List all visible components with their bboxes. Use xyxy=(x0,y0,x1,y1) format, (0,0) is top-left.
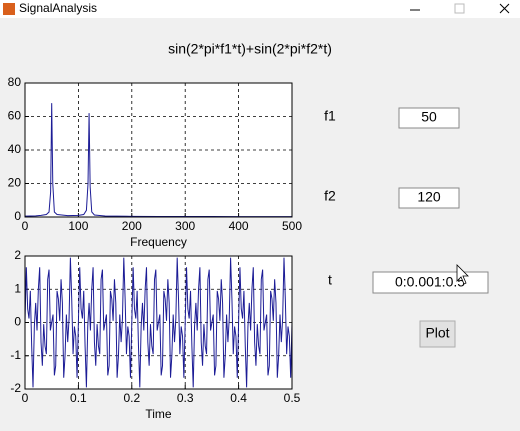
y-tick-label: 1 xyxy=(14,281,21,295)
plot-button-label: Plot xyxy=(425,325,449,341)
title-bar xyxy=(0,0,520,18)
y-tick-label: 60 xyxy=(8,109,22,123)
x-axis-label: Frequency xyxy=(130,235,187,249)
x-tick-label: 0 xyxy=(22,219,29,233)
y-tick-label: 20 xyxy=(8,176,22,190)
y-tick-label: -1 xyxy=(10,348,21,362)
window-title: SignalAnalysis xyxy=(19,1,97,15)
x-tick-label: 0.2 xyxy=(123,391,140,405)
axes-frame xyxy=(24,82,293,218)
f2-input[interactable] xyxy=(398,187,460,209)
x-tick-label: 400 xyxy=(229,219,249,233)
y-tick-label: 2 xyxy=(14,248,21,262)
f2-value: 120 xyxy=(417,189,441,205)
axes-frame xyxy=(24,255,293,390)
y-tick-label: 80 xyxy=(8,75,22,89)
y-tick-label: 40 xyxy=(8,142,22,156)
x-tick-label: 0.1 xyxy=(70,391,87,405)
close-button[interactable] xyxy=(499,3,510,14)
t-label: t xyxy=(328,272,332,288)
t-value: 0:0.001:0.5 xyxy=(395,274,465,290)
f1-value: 50 xyxy=(421,109,437,125)
x-axis-label: Time xyxy=(145,407,172,421)
app-icon xyxy=(3,3,15,15)
plot-button[interactable] xyxy=(419,320,456,348)
x-tick-label: 200 xyxy=(122,219,142,233)
f2-label: f2 xyxy=(324,188,336,204)
y-tick-label: -2 xyxy=(10,381,21,395)
signal-line xyxy=(24,257,293,388)
f1-label: f1 xyxy=(324,108,336,124)
x-tick-label: 100 xyxy=(68,219,88,233)
y-tick-label: 0 xyxy=(14,315,21,329)
x-tick-label: 0 xyxy=(22,391,29,405)
y-tick-label: 0 xyxy=(14,209,21,223)
x-tick-label: 0.3 xyxy=(177,391,194,405)
heading: sin(2*pi*f1*t)+sin(2*pi*f2*t) xyxy=(168,41,332,57)
x-tick-label: 500 xyxy=(282,219,302,233)
mouse-cursor xyxy=(456,264,469,285)
x-tick-label: 0.5 xyxy=(284,391,301,405)
x-tick-label: 0.4 xyxy=(230,391,247,405)
f1-input[interactable] xyxy=(398,107,460,129)
x-tick-label: 300 xyxy=(175,219,195,233)
maximize-button[interactable] xyxy=(454,3,465,14)
